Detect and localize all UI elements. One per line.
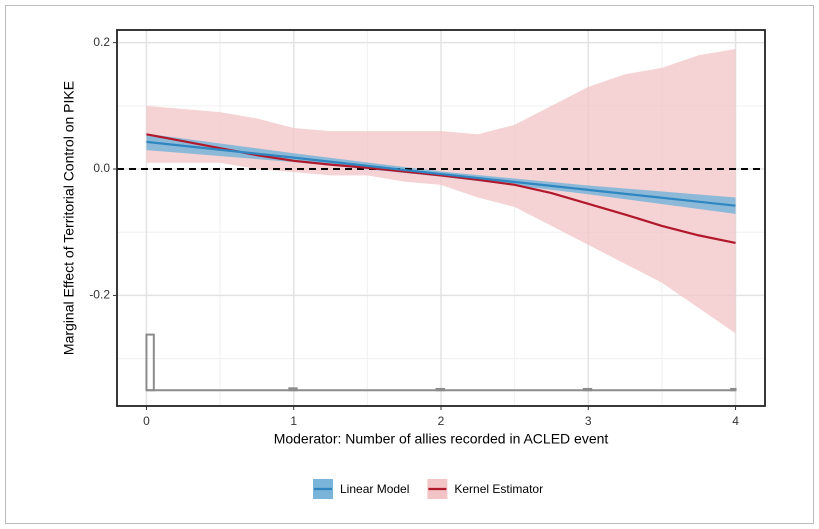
y-tick-label: -0.2 (89, 288, 110, 302)
histogram-bar (288, 387, 298, 392)
legend-label: Linear Model (340, 482, 409, 496)
x-tick-label: 4 (732, 414, 739, 428)
series-line (146, 140, 736, 207)
legend-label: Kernel Estimator (454, 482, 543, 496)
x-tick-label: 0 (143, 414, 150, 428)
y-axis-title: Marginal Effect of Territorial Control o… (61, 81, 77, 355)
x-tick-label: 2 (438, 414, 445, 428)
x-tick-label: 1 (290, 414, 297, 428)
y-tick-label: 0.0 (93, 161, 110, 175)
y-tick-label: 0.2 (93, 35, 110, 49)
confidence-band (146, 48, 736, 334)
histogram-bar (730, 387, 737, 392)
histogram-bar (582, 387, 593, 392)
histogram-bar (435, 387, 445, 392)
x-tick-label: 3 (585, 414, 592, 428)
histogram-bar (145, 333, 155, 392)
x-axis-title: Moderator: Number of allies recorded in … (274, 431, 609, 447)
